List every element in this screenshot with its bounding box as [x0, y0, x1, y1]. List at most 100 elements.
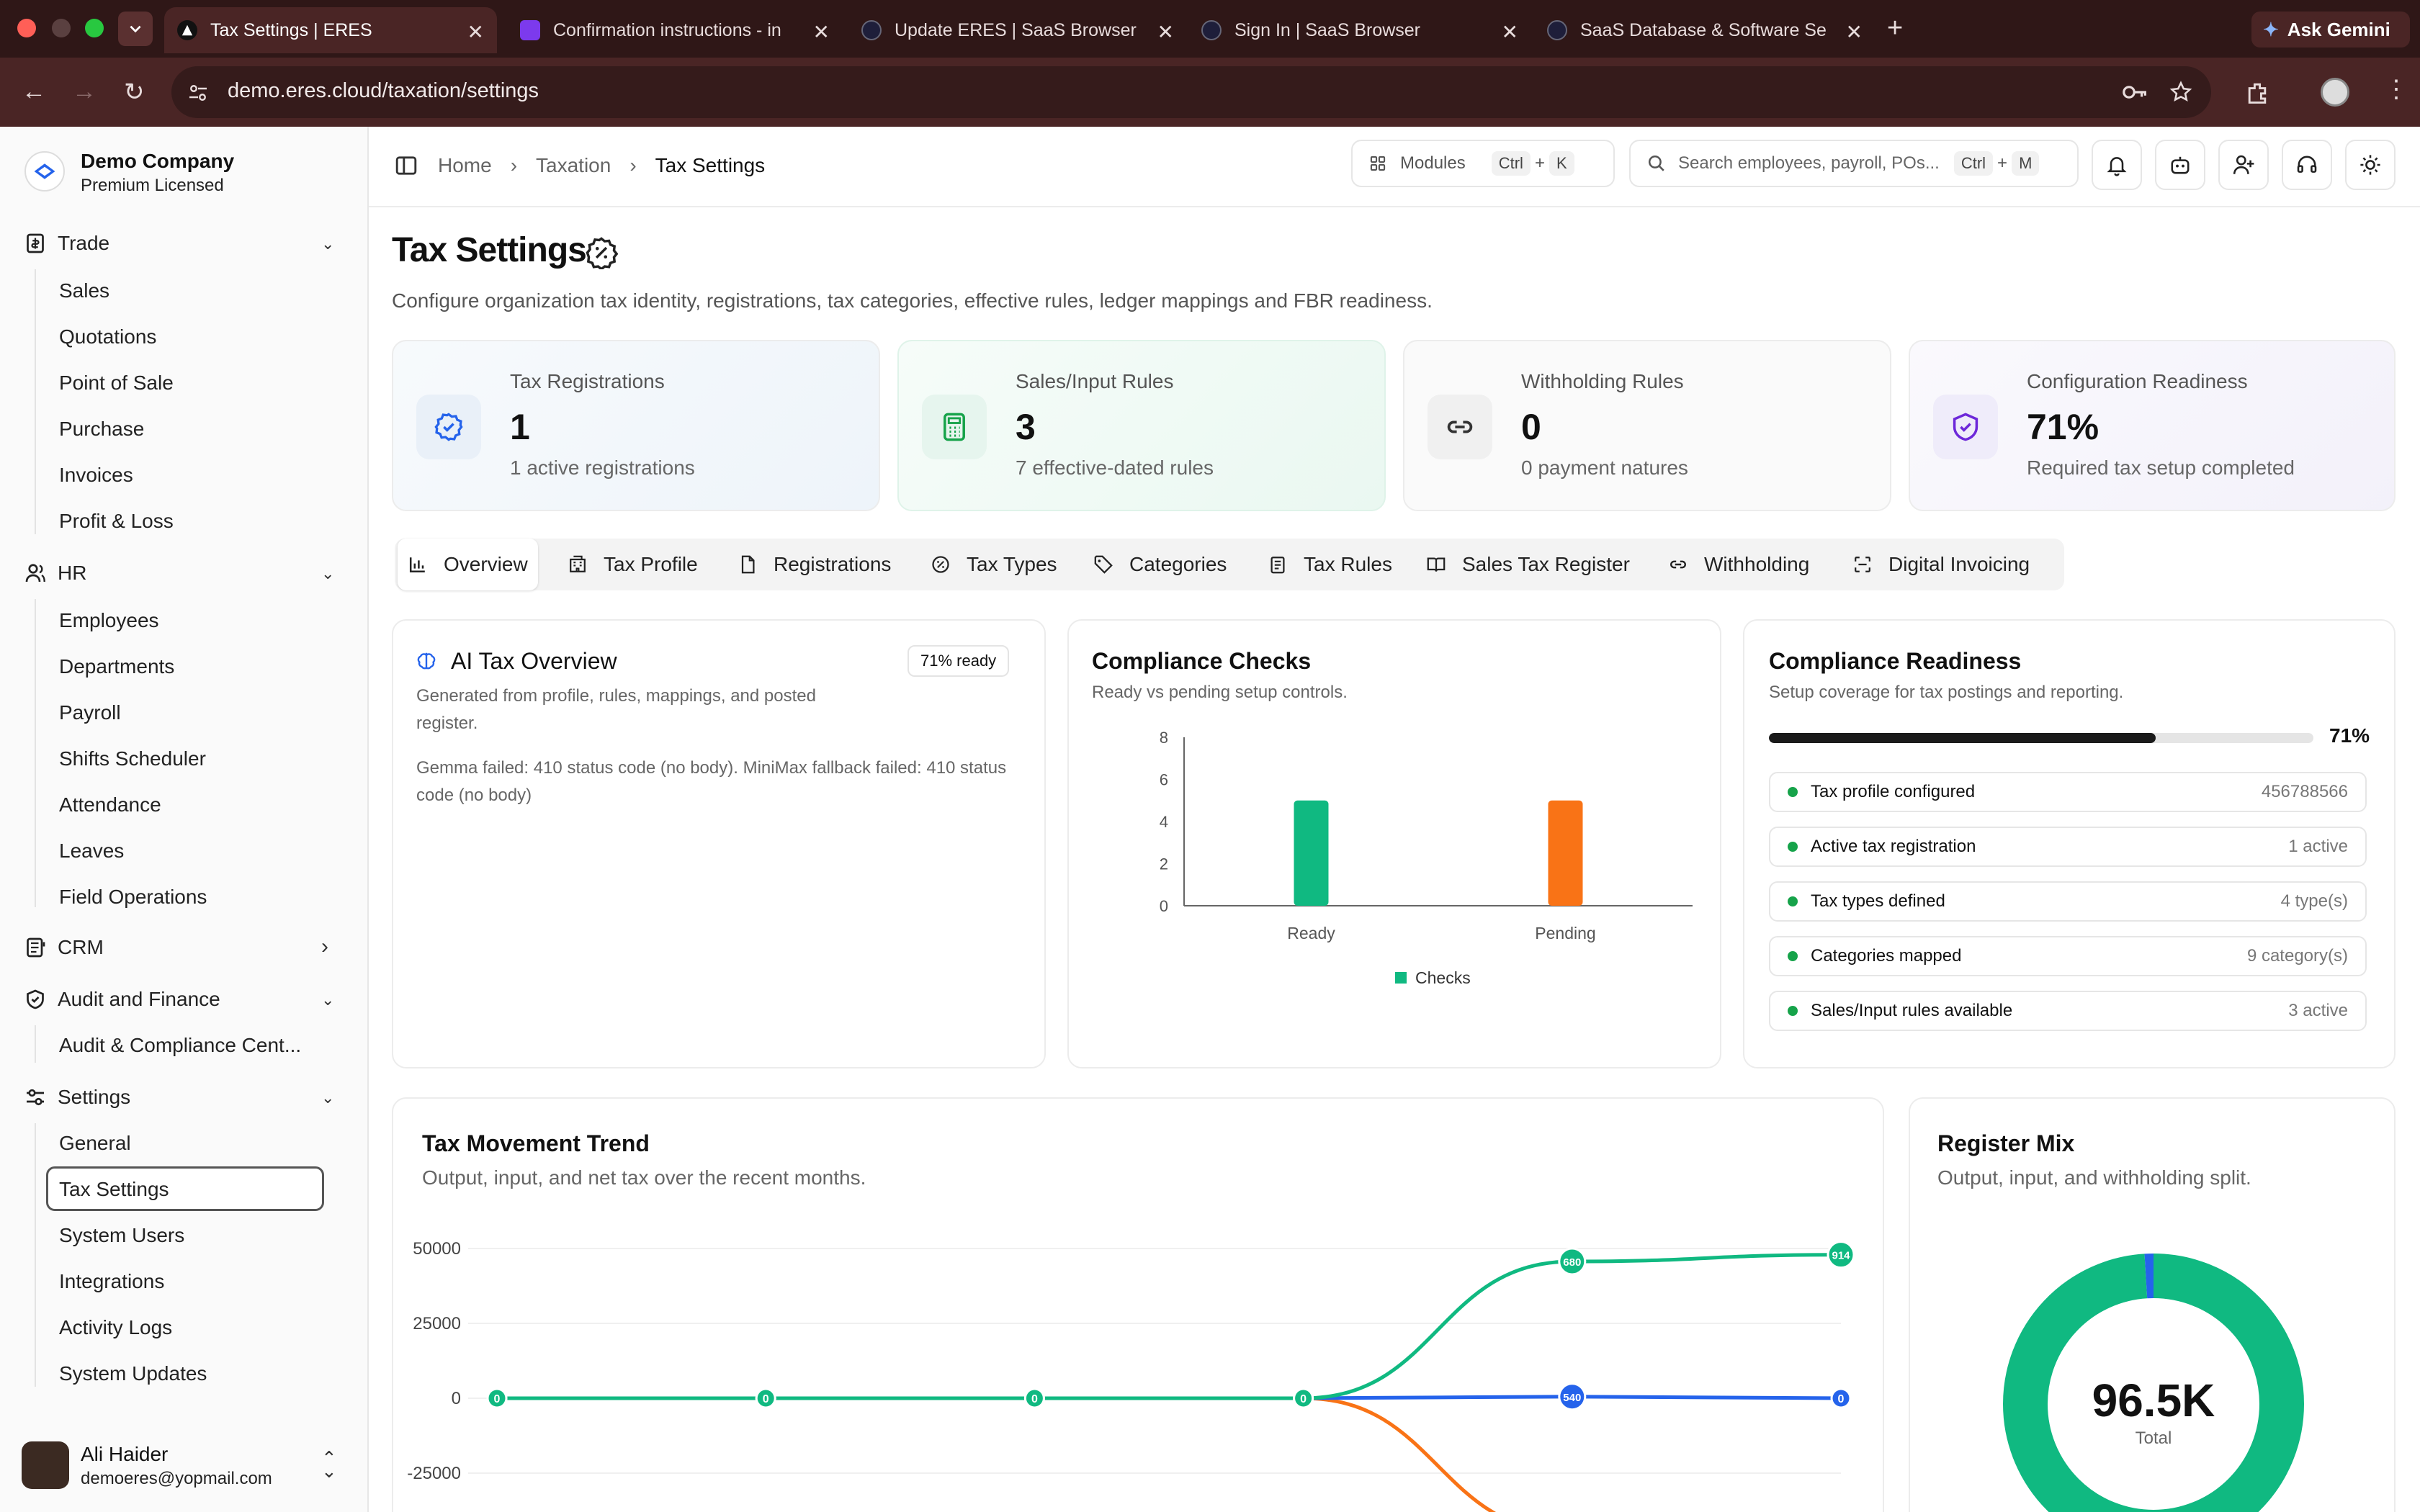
company-plan: Premium Licensed — [81, 176, 224, 195]
sidebar-section-crm[interactable]: CRM — [24, 936, 104, 959]
support-button[interactable] — [2282, 140, 2332, 190]
y-tick-label: 50000 — [413, 1239, 461, 1259]
badge-percent-icon — [586, 237, 618, 269]
close-window-button[interactable] — [17, 19, 36, 37]
back-icon[interactable]: ← — [22, 78, 46, 105]
sidebar-item-general[interactable]: General — [59, 1132, 131, 1154]
sidebar-item-employees[interactable]: Employees — [59, 609, 159, 631]
page-subtitle: Configure organization tax identity, reg… — [392, 289, 1433, 312]
sidebar-section-audit-finance[interactable]: Audit and Finance — [24, 988, 220, 1011]
chevron-down-icon[interactable]: ⌄ — [321, 991, 335, 1009]
site-settings-icon[interactable] — [187, 82, 209, 104]
tab-title: Tax Settings | ERES — [210, 19, 372, 40]
browser-menu-icon[interactable]: ⋮ — [2384, 76, 2408, 103]
global-search-input[interactable]: Search employees, payroll, POs... Ctrl +… — [1629, 140, 2079, 187]
extensions-icon[interactable] — [2244, 79, 2270, 105]
minimize-window-button[interactable] — [52, 19, 71, 37]
sidebar-item-system-updates[interactable]: System Updates — [59, 1362, 207, 1385]
browser-tab[interactable]: Update ERES | SaaS Browser ✕ — [854, 7, 1187, 53]
sidebar-section-label: CRM — [58, 936, 104, 958]
close-tab-icon[interactable]: ✕ — [812, 21, 830, 43]
readiness-subtitle: Setup coverage for tax postings and repo… — [1769, 683, 2124, 702]
sidebar-item-shifts-scheduler[interactable]: Shifts Scheduler — [59, 747, 206, 770]
sidebar-item-payroll[interactable]: Payroll — [59, 701, 121, 724]
forward-icon[interactable]: → — [72, 78, 97, 105]
chevron-down-icon[interactable]: ⌄ — [321, 235, 335, 253]
tab-search-button[interactable] — [118, 12, 153, 46]
sidebar-section-settings[interactable]: Settings — [24, 1086, 130, 1109]
user-avatar[interactable] — [22, 1441, 69, 1489]
chevron-right-icon[interactable]: › — [321, 935, 328, 958]
sidebar-item-profit-loss[interactable]: Profit & Loss — [59, 510, 174, 532]
reload-icon[interactable]: ↻ — [124, 78, 145, 106]
address-bar[interactable]: demo.eres.cloud/taxation/settings — [171, 66, 2211, 118]
stat-card-readiness: Configuration Readiness 71% Required tax… — [1909, 340, 2396, 511]
status-dot — [1788, 951, 1798, 961]
ask-gemini-button[interactable]: ✦ Ask Gemini — [2251, 12, 2410, 48]
new-tab-button[interactable]: + — [1887, 13, 1904, 43]
saas-favicon-icon — [861, 20, 882, 40]
sidebar-item-quotations[interactable]: Quotations — [59, 325, 157, 348]
chevron-updown-icon[interactable]: ⌃ ⌄ — [321, 1447, 337, 1482]
register-mix-card — [1909, 1097, 2396, 1512]
tab-registrations[interactable]: Registrations — [738, 539, 891, 590]
sidebar-item-field-operations[interactable]: Field Operations — [59, 886, 207, 908]
sidebar-item-departments[interactable]: Departments — [59, 655, 175, 678]
browser-tab[interactable]: Confirmation instructions - in ✕ — [510, 7, 843, 53]
browser-tab[interactable]: Sign In | SaaS Browser ✕ — [1198, 7, 1531, 53]
sidebar-item-audit-compliance[interactable]: Audit & Compliance Cent... — [59, 1034, 302, 1056]
tab-tax-rules[interactable]: Tax Rules — [1268, 539, 1392, 590]
theme-toggle-button[interactable] — [2345, 140, 2396, 190]
assistant-bot-button[interactable] — [2155, 140, 2205, 190]
tab-withholding[interactable]: Withholding — [1668, 539, 1809, 590]
add-user-button[interactable] — [2218, 140, 2269, 190]
status-dot — [1788, 842, 1798, 852]
ai-overview-desc: Generated from profile, rules, mappings,… — [416, 686, 816, 733]
tab-label: Sales Tax Register — [1462, 553, 1630, 575]
chevron-down-icon[interactable]: ⌄ — [321, 564, 335, 582]
sidebar-item-attendance[interactable]: Attendance — [59, 793, 161, 816]
sidebar-item-invoices[interactable]: Invoices — [59, 464, 133, 486]
tab-label: Registrations — [774, 553, 892, 575]
bookmark-star-icon[interactable] — [2169, 81, 2192, 104]
compliance-checks-title: Compliance Checks — [1092, 648, 1312, 674]
compliance-checks-subtitle: Ready vs pending setup controls. — [1092, 683, 1348, 702]
close-tab-icon[interactable]: ✕ — [1845, 21, 1863, 43]
close-tab-icon[interactable]: ✕ — [1501, 21, 1518, 43]
scan-icon — [1855, 557, 1870, 572]
readiness-item-name: Sales/Input rules available — [1811, 1001, 2013, 1020]
link-icon — [1428, 395, 1492, 459]
sidebar-section-hr[interactable]: HR — [24, 562, 86, 585]
tab-tax-profile[interactable]: Tax Profile — [568, 539, 698, 590]
browser-tab[interactable]: Tax Settings | ERES ✕ — [164, 7, 497, 53]
sidebar-item-integrations[interactable]: Integrations — [59, 1270, 165, 1292]
sidebar-section-trade[interactable]: Trade — [24, 232, 109, 255]
tab-categories[interactable]: Categories — [1093, 539, 1227, 590]
ai-overview-error: Gemma failed: 410 status code (no body).… — [416, 758, 1007, 805]
breadcrumb-home[interactable]: Home — [438, 154, 492, 176]
tab-tax-types[interactable]: Tax Types — [931, 539, 1057, 590]
tab-overview[interactable]: Overview — [398, 539, 538, 590]
tab-sales-tax-register[interactable]: Sales Tax Register — [1426, 539, 1630, 590]
sidebar-item-sales[interactable]: Sales — [59, 279, 110, 302]
chevron-down-icon[interactable]: ⌄ — [321, 1089, 335, 1107]
password-key-icon[interactable] — [2120, 81, 2149, 104]
sidebar-item-leaves[interactable]: Leaves — [59, 840, 125, 862]
profile-avatar[interactable] — [2321, 78, 2349, 107]
sidebar-item-tax-settings[interactable]: Tax Settings — [59, 1178, 169, 1200]
breadcrumb-taxation[interactable]: Taxation — [536, 154, 611, 176]
readiness-item-value: 3 active — [2288, 1001, 2348, 1020]
tab-digital-invoicing[interactable]: Digital Invoicing — [1852, 539, 2030, 590]
sidebar-item-point-of-sale[interactable]: Point of Sale — [59, 372, 174, 394]
sidebar-item-system-users[interactable]: System Users — [59, 1224, 185, 1246]
sidebar-item-purchase[interactable]: Purchase — [59, 418, 145, 440]
browser-tab[interactable]: SaaS Database & Software Se ✕ — [1543, 7, 1876, 53]
close-tab-icon[interactable]: ✕ — [1157, 21, 1174, 43]
notifications-button[interactable] — [2092, 140, 2142, 190]
close-tab-icon[interactable]: ✕ — [467, 21, 484, 43]
sidebar-item-activity-logs[interactable]: Activity Logs — [59, 1316, 173, 1338]
series-line — [497, 1253, 1842, 1400]
maximize-window-button[interactable] — [85, 19, 104, 37]
modules-button[interactable]: Modules Ctrl + K — [1351, 140, 1615, 187]
sidebar-toggle-icon[interactable] — [395, 154, 418, 177]
